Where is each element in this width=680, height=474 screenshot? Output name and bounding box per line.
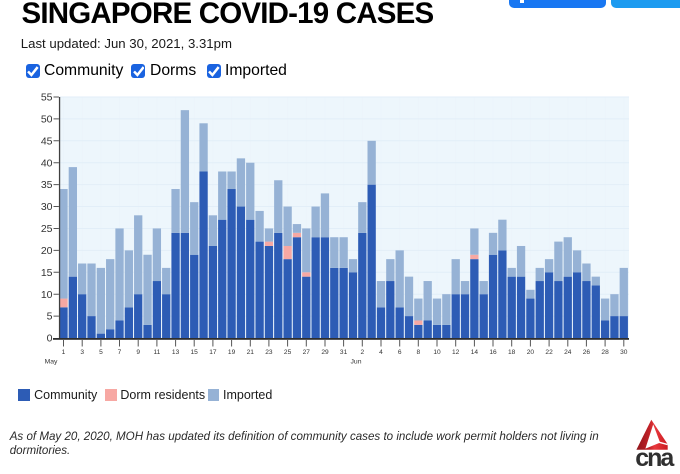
svg-text:50: 50 <box>41 114 53 126</box>
svg-text:14: 14 <box>471 349 479 356</box>
svg-text:6: 6 <box>398 349 402 356</box>
svg-text:2: 2 <box>360 349 364 356</box>
svg-text:4: 4 <box>379 349 383 356</box>
svg-text:21: 21 <box>247 349 255 356</box>
svg-text:8: 8 <box>416 349 420 356</box>
svg-text:0: 0 <box>47 333 53 345</box>
svg-text:10: 10 <box>433 349 441 356</box>
svg-text:27: 27 <box>303 349 311 356</box>
svg-text:19: 19 <box>228 349 236 356</box>
svg-text:31: 31 <box>340 349 348 356</box>
svg-text:cna: cna <box>635 444 675 472</box>
svg-text:1: 1 <box>62 349 66 356</box>
svg-text:29: 29 <box>321 349 329 356</box>
svg-text:3: 3 <box>80 349 84 356</box>
svg-text:May: May <box>45 359 58 366</box>
svg-text:18: 18 <box>508 349 516 356</box>
svg-text:Jun: Jun <box>351 359 362 366</box>
svg-text:15: 15 <box>191 349 199 356</box>
svg-text:11: 11 <box>153 349 160 356</box>
svg-text:26: 26 <box>583 349 591 356</box>
svg-text:20: 20 <box>527 349 535 356</box>
svg-text:30: 30 <box>41 201 53 213</box>
svg-text:25: 25 <box>284 349 292 356</box>
svg-text:7: 7 <box>118 349 122 356</box>
svg-text:24: 24 <box>564 349 572 356</box>
svg-text:45: 45 <box>41 135 53 147</box>
svg-text:13: 13 <box>172 349 180 356</box>
svg-text:12: 12 <box>452 349 460 356</box>
svg-text:10: 10 <box>41 289 53 301</box>
svg-text:28: 28 <box>601 349 609 356</box>
svg-text:22: 22 <box>545 349 553 356</box>
svg-text:5: 5 <box>99 349 103 356</box>
svg-text:35: 35 <box>41 179 53 191</box>
svg-text:55: 55 <box>41 92 53 104</box>
svg-text:40: 40 <box>41 157 53 169</box>
svg-text:20: 20 <box>41 245 53 257</box>
svg-text:16: 16 <box>489 349 497 356</box>
svg-text:17: 17 <box>209 349 217 356</box>
svg-text:5: 5 <box>47 311 53 323</box>
svg-text:9: 9 <box>136 349 140 356</box>
svg-text:30: 30 <box>620 349 628 356</box>
svg-text:15: 15 <box>41 267 53 279</box>
svg-text:23: 23 <box>265 349 273 356</box>
svg-text:25: 25 <box>41 223 53 235</box>
